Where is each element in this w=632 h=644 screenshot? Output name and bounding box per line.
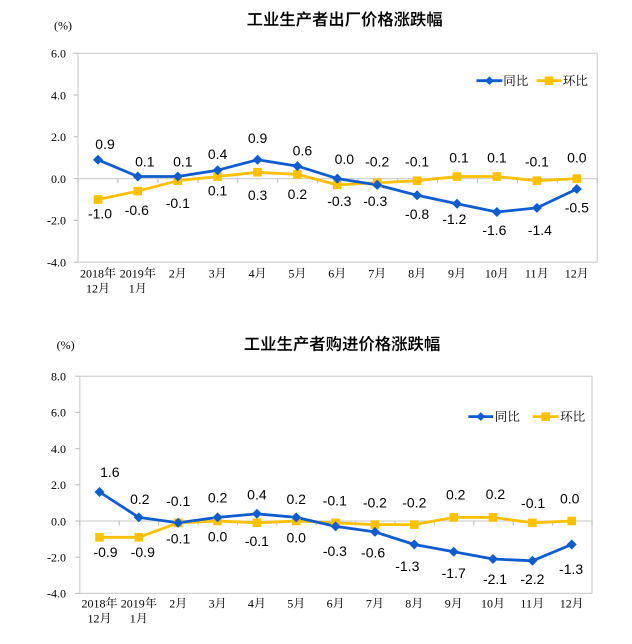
- svg-text:8: 8: [408, 266, 414, 280]
- svg-text:2.0: 2.0: [51, 478, 66, 492]
- svg-text:12: 12: [86, 281, 98, 295]
- svg-text:-0.6: -0.6: [125, 202, 149, 218]
- svg-text:0.1: 0.1: [135, 153, 155, 169]
- svg-text:4: 4: [249, 266, 255, 280]
- svg-text:6.0: 6.0: [51, 47, 66, 61]
- svg-text:5: 5: [287, 596, 293, 610]
- svg-text:10: 10: [481, 596, 493, 610]
- svg-text:1.6: 1.6: [100, 464, 120, 480]
- svg-text:-0.9: -0.9: [93, 544, 117, 560]
- svg-text:0.0: 0.0: [560, 491, 580, 507]
- svg-text:-2.2: -2.2: [520, 571, 544, 587]
- svg-text:0.2: 0.2: [288, 186, 308, 202]
- svg-text:1: 1: [130, 611, 136, 625]
- svg-text:2: 2: [169, 266, 175, 280]
- svg-text:6: 6: [328, 266, 334, 280]
- svg-text:-1.6: -1.6: [482, 222, 506, 238]
- svg-text:-1.0: -1.0: [88, 206, 112, 222]
- svg-text:2: 2: [169, 596, 175, 610]
- svg-text:-0.1: -0.1: [166, 531, 190, 547]
- svg-text:9: 9: [445, 596, 451, 610]
- svg-text:0.1: 0.1: [208, 182, 228, 198]
- svg-text:2018: 2018: [80, 266, 104, 280]
- svg-text:-0.2: -0.2: [363, 494, 387, 510]
- svg-text:0.4: 0.4: [247, 487, 267, 503]
- svg-text:0.0: 0.0: [51, 514, 66, 528]
- svg-text:-0.1: -0.1: [405, 154, 429, 170]
- svg-text:2019: 2019: [120, 266, 144, 280]
- svg-text:-0.1: -0.1: [245, 533, 269, 549]
- svg-text:3: 3: [209, 266, 215, 280]
- svg-text:-0.1: -0.1: [166, 493, 190, 509]
- svg-text:1: 1: [129, 281, 135, 295]
- svg-text:9: 9: [448, 266, 454, 280]
- svg-text:8: 8: [405, 596, 411, 610]
- svg-text:0.1: 0.1: [487, 150, 507, 166]
- svg-text:4: 4: [248, 596, 254, 610]
- svg-text:3: 3: [209, 596, 215, 610]
- svg-text:6.0: 6.0: [51, 406, 66, 420]
- svg-text:6: 6: [327, 596, 333, 610]
- svg-text:(%): (%): [54, 19, 72, 33]
- svg-text:0.0: 0.0: [286, 530, 306, 546]
- svg-text:12: 12: [560, 596, 572, 610]
- svg-text:-0.1: -0.1: [323, 492, 347, 508]
- svg-text:0.0: 0.0: [51, 172, 66, 186]
- svg-text:0.0: 0.0: [567, 150, 587, 166]
- svg-text:-0.3: -0.3: [327, 193, 351, 209]
- svg-text:4.0: 4.0: [51, 442, 66, 456]
- svg-text:11: 11: [520, 596, 532, 610]
- svg-text:0.1: 0.1: [449, 150, 469, 166]
- svg-text:7: 7: [366, 596, 372, 610]
- svg-text:11: 11: [525, 266, 537, 280]
- svg-text:0.2: 0.2: [208, 489, 228, 505]
- svg-text:0.2: 0.2: [286, 491, 306, 507]
- svg-text:7: 7: [368, 266, 374, 280]
- svg-text:-0.8: -0.8: [405, 206, 429, 222]
- svg-text:(%): (%): [57, 338, 75, 352]
- svg-text:-2.0: -2.0: [47, 551, 66, 565]
- svg-text:-1.3: -1.3: [395, 558, 419, 574]
- svg-text:8.0: 8.0: [51, 370, 66, 384]
- svg-text:10: 10: [485, 266, 497, 280]
- svg-text:12: 12: [565, 266, 577, 280]
- svg-text:-1.7: -1.7: [442, 565, 466, 581]
- svg-text:-0.9: -0.9: [131, 544, 155, 560]
- svg-text:0.2: 0.2: [130, 491, 150, 507]
- svg-text:0.2: 0.2: [486, 486, 506, 502]
- svg-text:-4.0: -4.0: [47, 256, 66, 270]
- svg-text:-0.3: -0.3: [323, 543, 347, 559]
- svg-text:0.3: 0.3: [248, 187, 268, 203]
- svg-text:4.0: 4.0: [51, 88, 66, 102]
- svg-text:-0.1: -0.1: [166, 195, 190, 211]
- svg-text:-1.2: -1.2: [442, 211, 466, 227]
- svg-text:12: 12: [88, 611, 100, 625]
- svg-text:2.0: 2.0: [51, 130, 66, 144]
- svg-text:-2.0: -2.0: [47, 214, 66, 228]
- svg-text:0.0: 0.0: [335, 151, 355, 167]
- svg-text:0.9: 0.9: [95, 136, 115, 152]
- svg-text:-0.2: -0.2: [365, 154, 389, 170]
- svg-text:-0.5: -0.5: [565, 200, 589, 216]
- svg-text:-0.3: -0.3: [363, 193, 387, 209]
- svg-text:-4.0: -4.0: [47, 587, 66, 601]
- svg-text:2018: 2018: [82, 596, 106, 610]
- svg-text:0.1: 0.1: [173, 153, 193, 169]
- svg-text:-0.6: -0.6: [361, 545, 385, 561]
- svg-text:2019: 2019: [121, 596, 145, 610]
- svg-text:0.9: 0.9: [248, 130, 268, 146]
- svg-text:-1.4: -1.4: [528, 222, 552, 238]
- svg-text:-1.3: -1.3: [559, 561, 583, 577]
- svg-text:0.4: 0.4: [208, 146, 228, 162]
- svg-text:-0.1: -0.1: [525, 154, 549, 170]
- svg-text:0.6: 0.6: [293, 143, 313, 159]
- svg-text:-2.1: -2.1: [483, 571, 507, 587]
- svg-text:0.0: 0.0: [208, 528, 228, 544]
- svg-text:-0.2: -0.2: [402, 494, 426, 510]
- svg-text:0.2: 0.2: [446, 487, 466, 503]
- svg-text:-0.1: -0.1: [521, 495, 545, 511]
- svg-text:5: 5: [288, 266, 294, 280]
